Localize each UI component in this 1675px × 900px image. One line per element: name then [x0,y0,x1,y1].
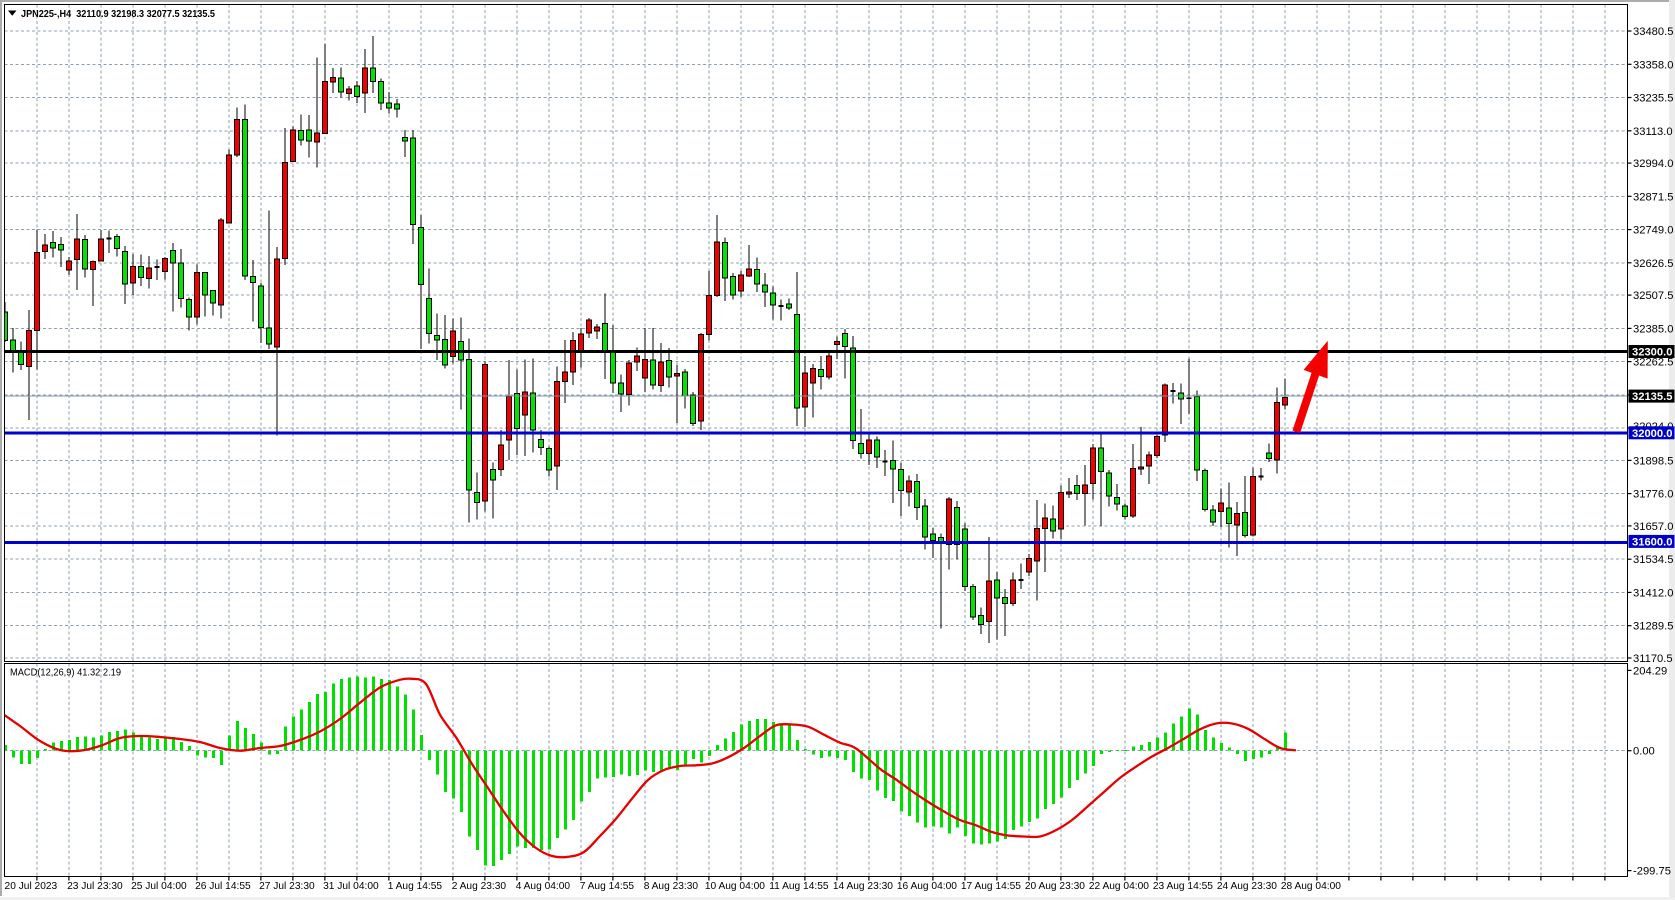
svg-text:MACD(12,26,9) 41.32 2.19: MACD(12,26,9) 41.32 2.19 [10,668,121,679]
svg-text:31657.0: 31657.0 [1633,521,1673,533]
svg-text:32000.0: 32000.0 [1632,428,1672,440]
svg-text:14 Aug 23:30: 14 Aug 23:30 [833,881,893,892]
svg-text:33235.5: 33235.5 [1633,93,1673,105]
svg-text:31600.0: 31600.0 [1632,536,1672,548]
svg-text:33113.0: 33113.0 [1633,126,1673,138]
svg-text:31534.5: 31534.5 [1633,554,1673,566]
svg-text:22 Aug 04:00: 22 Aug 04:00 [1089,881,1149,892]
svg-text:1 Aug 14:55: 1 Aug 14:55 [388,881,443,892]
svg-text:10 Aug 04:00: 10 Aug 04:00 [705,881,765,892]
svg-text:23 Jul 23:30: 23 Jul 23:30 [67,881,123,892]
svg-text:31898.5: 31898.5 [1633,455,1673,467]
svg-text:25 Jul 04:00: 25 Jul 04:00 [131,881,187,892]
svg-text:17 Aug 14:55: 17 Aug 14:55 [961,881,1021,892]
svg-text:24 Aug 23:30: 24 Aug 23:30 [1217,881,1277,892]
svg-text:32749.0: 32749.0 [1633,225,1673,237]
svg-text:-299.75: -299.75 [1633,866,1671,878]
svg-text:7 Aug 14:55: 7 Aug 14:55 [580,881,635,892]
svg-text:32994.0: 32994.0 [1633,158,1673,170]
svg-text:0.00: 0.00 [1633,746,1655,758]
svg-text:31412.0: 31412.0 [1633,587,1673,599]
svg-text:8 Aug 23:30: 8 Aug 23:30 [644,881,699,892]
svg-text:31170.5: 31170.5 [1633,653,1673,665]
svg-text:32871.5: 32871.5 [1633,191,1673,203]
svg-text:11 Aug 14:55: 11 Aug 14:55 [769,881,829,892]
svg-text:204.29: 204.29 [1633,665,1667,677]
svg-text:32135.5: 32135.5 [1632,391,1672,403]
svg-text:23 Aug 14:55: 23 Aug 14:55 [1153,881,1213,892]
svg-text:31776.0: 31776.0 [1633,489,1673,501]
svg-text:26 Jul 14:55: 26 Jul 14:55 [195,881,251,892]
svg-text:20 Aug 23:30: 20 Aug 23:30 [1025,881,1085,892]
svg-text:27 Jul 23:30: 27 Jul 23:30 [259,881,315,892]
svg-text:31 Jul 04:00: 31 Jul 04:00 [323,881,379,892]
svg-text:31289.5: 31289.5 [1633,621,1673,633]
svg-text:20 Jul 2023: 20 Jul 2023 [5,881,58,892]
svg-text:32626.5: 32626.5 [1633,258,1673,270]
svg-text:28 Aug 04:00: 28 Aug 04:00 [1281,881,1341,892]
svg-text:33480.5: 33480.5 [1633,26,1673,38]
svg-text:32262.5: 32262.5 [1633,357,1673,369]
svg-text:32507.5: 32507.5 [1633,290,1673,302]
svg-text:4 Aug 04:00: 4 Aug 04:00 [516,881,571,892]
svg-text:JPN225-,H4 32110.9 32198.3 32: JPN225-,H4 32110.9 32198.3 32077.5 32135… [21,9,215,20]
svg-text:32385.0: 32385.0 [1633,323,1673,335]
svg-text:32300.0: 32300.0 [1632,347,1672,359]
svg-text:16 Aug 04:00: 16 Aug 04:00 [897,881,957,892]
svg-text:2 Aug 23:30: 2 Aug 23:30 [452,881,507,892]
svg-text:33358.0: 33358.0 [1633,59,1673,71]
